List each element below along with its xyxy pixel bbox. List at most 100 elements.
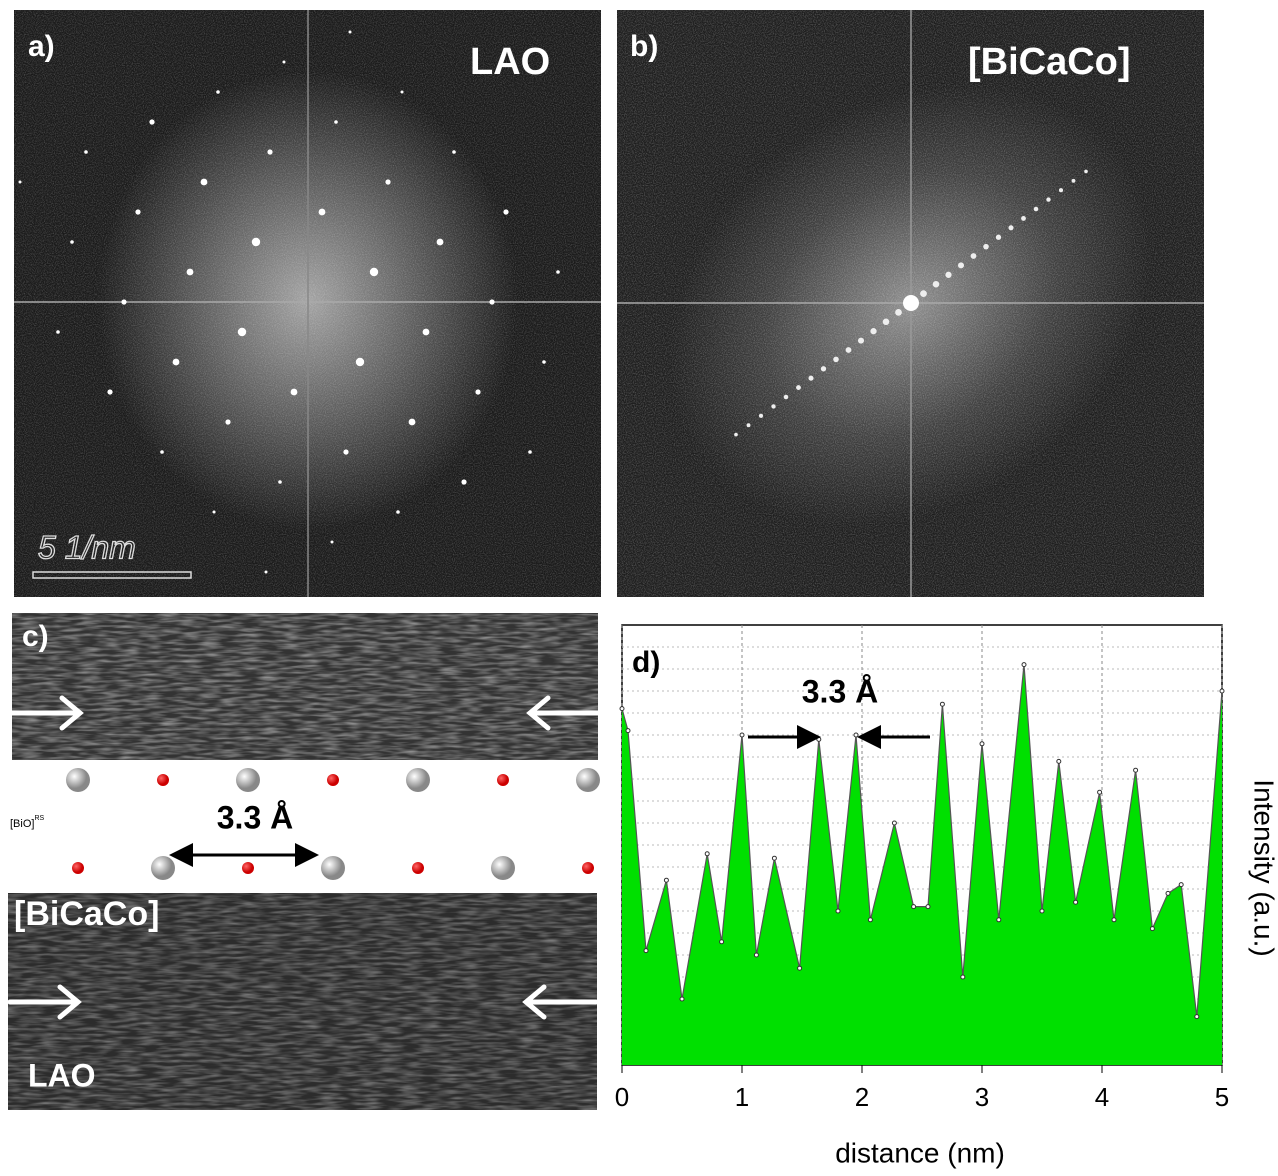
atom [236, 768, 260, 792]
data-point [836, 909, 840, 913]
diffraction-spot [1021, 216, 1026, 221]
diffraction-spot [409, 419, 416, 426]
spacing-label: 3.3 Å [217, 799, 293, 835]
diffraction-spot [542, 360, 546, 364]
atom [157, 774, 169, 786]
diffraction-spot [996, 235, 1001, 240]
material-label: [BiCaCo] [14, 895, 159, 933]
diffraction-spot [870, 328, 876, 334]
data-point [740, 733, 744, 737]
data-point [868, 918, 872, 922]
data-point [1220, 689, 1224, 693]
atom [151, 856, 175, 880]
diffraction-spot [461, 479, 466, 484]
diffraction-spot [437, 239, 444, 246]
data-point [626, 729, 630, 733]
diffraction-spot [278, 480, 282, 484]
diffraction-spot [349, 31, 352, 34]
data-point [772, 856, 776, 860]
diffraction-spot [343, 449, 348, 454]
data-point [754, 953, 758, 957]
diffraction-spot [160, 450, 164, 454]
diffraction-spot [19, 181, 22, 184]
data-point [720, 940, 724, 944]
x-tick-label: 4 [1095, 1082, 1109, 1112]
diffraction-spot [135, 209, 140, 214]
diffraction-spot [1034, 207, 1039, 212]
data-point [1057, 759, 1061, 763]
diffraction-spot [56, 330, 60, 334]
diffraction-spot [858, 338, 864, 344]
diffraction-spot [1059, 188, 1063, 192]
data-point [961, 975, 965, 979]
data-point [926, 905, 930, 909]
data-point [644, 949, 648, 953]
x-tick-label: 2 [855, 1082, 869, 1112]
diffraction-spot [70, 240, 74, 244]
material-label: [BiCaCo] [968, 41, 1131, 83]
diffraction-spot [334, 120, 338, 124]
diffraction-spot [771, 404, 775, 408]
data-point [1166, 891, 1170, 895]
atom [72, 862, 84, 874]
data-point [940, 702, 944, 706]
diffraction-spot [423, 329, 430, 336]
data-point [1150, 927, 1154, 931]
diffraction-spot [933, 281, 940, 288]
diffraction-spot [958, 262, 964, 268]
diffraction-spot [489, 299, 494, 304]
x-axis-label: distance (nm) [835, 1137, 1005, 1168]
diffraction-spot [370, 268, 378, 276]
diffraction-spot [319, 209, 326, 216]
data-point [892, 821, 896, 825]
diffraction-spot [734, 433, 738, 437]
diffraction-spot [283, 61, 286, 64]
diffraction-spot [883, 319, 890, 326]
diffraction-spot [216, 90, 220, 94]
diffraction-spot [821, 366, 826, 371]
diffraction-spot [121, 299, 126, 304]
diffraction-spot [808, 376, 813, 381]
diffraction-spot [291, 389, 298, 396]
y-axis-label: Intensity (a.u.) [1249, 779, 1278, 956]
diffraction-spot [1072, 179, 1076, 183]
panel-label: d) [632, 646, 660, 679]
diffraction-spot [401, 91, 404, 94]
data-point [1134, 768, 1138, 772]
atom [66, 768, 90, 792]
diffraction-spot [107, 389, 112, 394]
diffraction-spot [356, 358, 364, 366]
diffraction-spot [983, 244, 989, 250]
diffraction-spot [396, 510, 400, 514]
diffraction-spot [1084, 170, 1088, 174]
panel-label: c) [22, 620, 49, 653]
diffraction-spot [945, 272, 951, 278]
x-tick-label: 1 [735, 1082, 749, 1112]
diffraction-spot [747, 423, 751, 427]
data-point [680, 997, 684, 1001]
data-point [1098, 790, 1102, 794]
panel-a: a) LAO 5 1/nm [14, 10, 601, 597]
atom [321, 856, 345, 880]
diffraction-spot [252, 238, 260, 246]
diffraction-spot [265, 571, 268, 574]
diffraction-spot [796, 385, 801, 390]
panel-label: a) [28, 30, 55, 63]
panel-label: b) [630, 30, 658, 63]
data-point [798, 966, 802, 970]
data-point [980, 742, 984, 746]
annotation: 3.3 Å [802, 673, 878, 709]
atom [412, 862, 424, 874]
diffraction-spot [971, 253, 977, 259]
diffraction-spot [556, 270, 560, 274]
data-point [997, 918, 1001, 922]
diffraction-spot [1008, 225, 1013, 230]
diffraction-spot [452, 150, 456, 154]
data-point [1022, 663, 1026, 667]
atom [406, 768, 430, 792]
diffraction-spot [895, 309, 902, 316]
layer-sup: RS [34, 815, 44, 822]
diffraction-spot [201, 179, 208, 186]
material-label: LAO [470, 41, 550, 83]
